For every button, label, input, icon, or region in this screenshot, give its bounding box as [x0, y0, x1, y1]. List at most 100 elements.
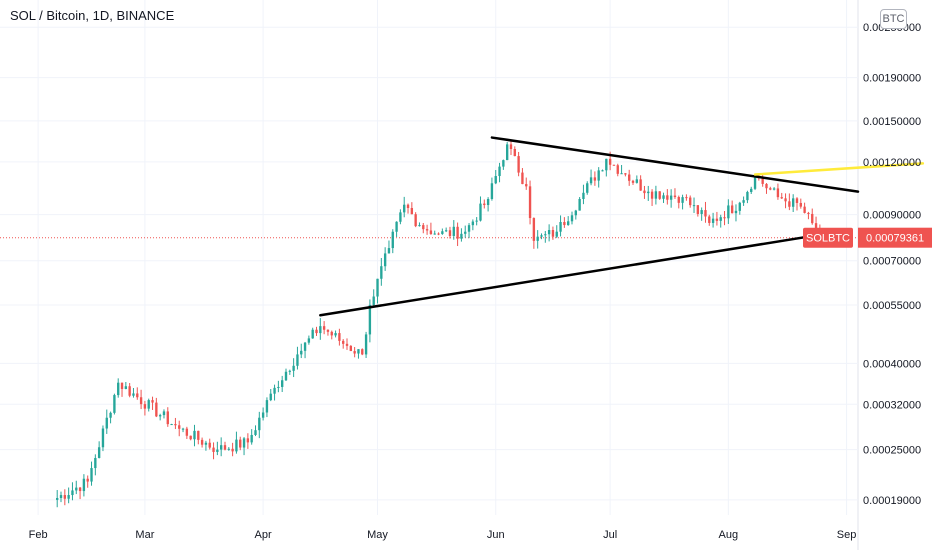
candle[interactable]	[673, 188, 677, 199]
candle[interactable]	[292, 358, 295, 378]
candle[interactable]	[723, 211, 726, 226]
candle[interactable]	[601, 169, 604, 172]
candle[interactable]	[101, 425, 105, 452]
candle[interactable]	[704, 201, 707, 223]
candle[interactable]	[139, 389, 143, 410]
candle[interactable]	[547, 224, 551, 242]
candle[interactable]	[120, 382, 124, 397]
candle[interactable]	[772, 187, 776, 191]
candle[interactable]	[162, 409, 166, 419]
candle[interactable]	[326, 329, 330, 336]
candles[interactable]	[56, 140, 825, 508]
candle[interactable]	[452, 220, 455, 240]
trendline-3[interactable]	[753, 162, 925, 176]
candle[interactable]	[570, 211, 574, 225]
candle[interactable]	[681, 194, 684, 210]
candle[interactable]	[650, 189, 654, 206]
candle[interactable]	[418, 222, 421, 227]
candle[interactable]	[281, 375, 284, 392]
candle[interactable]	[620, 164, 623, 175]
candle[interactable]	[364, 331, 368, 358]
candle[interactable]	[555, 225, 558, 239]
candle[interactable]	[494, 170, 497, 185]
candle[interactable]	[303, 341, 307, 359]
candle[interactable]	[441, 228, 444, 235]
candle[interactable]	[719, 214, 722, 228]
candle[interactable]	[464, 225, 467, 238]
candle[interactable]	[338, 328, 341, 346]
candle[interactable]	[730, 200, 734, 214]
candle[interactable]	[628, 169, 631, 186]
candle[interactable]	[567, 216, 570, 226]
candle[interactable]	[231, 442, 234, 457]
candle[interactable]	[502, 159, 505, 170]
candle[interactable]	[391, 229, 394, 254]
candle[interactable]	[490, 177, 494, 201]
candle[interactable]	[357, 349, 360, 359]
trendline-2[interactable]	[490, 136, 860, 193]
candle[interactable]	[109, 411, 112, 424]
candle[interactable]	[647, 185, 650, 201]
candle[interactable]	[795, 197, 799, 211]
candle[interactable]	[349, 345, 353, 352]
candle[interactable]	[692, 197, 696, 213]
candle[interactable]	[288, 369, 291, 375]
candle[interactable]	[528, 180, 532, 225]
currency-button[interactable]: BTC	[880, 9, 907, 29]
candle[interactable]	[433, 230, 436, 235]
candle[interactable]	[330, 330, 333, 340]
trendline-1[interactable]	[319, 230, 841, 317]
candle[interactable]	[410, 202, 414, 215]
candle[interactable]	[711, 212, 715, 228]
candle[interactable]	[700, 207, 703, 221]
candle[interactable]	[399, 209, 402, 225]
candle[interactable]	[635, 175, 639, 184]
candle[interactable]	[791, 194, 795, 212]
candle[interactable]	[273, 384, 276, 401]
candle[interactable]	[174, 417, 177, 430]
candle[interactable]	[200, 437, 204, 448]
candle[interactable]	[460, 228, 463, 242]
candle[interactable]	[250, 429, 253, 445]
candle[interactable]	[158, 413, 162, 421]
candle[interactable]	[685, 194, 688, 201]
candle[interactable]	[90, 461, 93, 486]
candle[interactable]	[227, 447, 230, 451]
candle[interactable]	[311, 327, 314, 339]
candle[interactable]	[395, 221, 398, 237]
candle[interactable]	[63, 489, 67, 506]
candle[interactable]	[307, 335, 311, 345]
candle[interactable]	[376, 278, 379, 304]
candle[interactable]	[715, 211, 719, 226]
candle[interactable]	[319, 318, 322, 340]
candle[interactable]	[189, 435, 192, 441]
candle[interactable]	[578, 197, 581, 211]
candle[interactable]	[193, 424, 196, 447]
candle[interactable]	[132, 388, 135, 398]
candle[interactable]	[75, 480, 78, 495]
candle[interactable]	[582, 184, 585, 205]
candle[interactable]	[521, 168, 524, 185]
candle[interactable]	[178, 420, 181, 437]
candle[interactable]	[612, 164, 616, 166]
candle[interactable]	[322, 321, 326, 335]
candle[interactable]	[197, 430, 200, 445]
candle[interactable]	[185, 426, 189, 439]
candle[interactable]	[727, 199, 730, 224]
candle[interactable]	[517, 151, 520, 177]
candle[interactable]	[624, 173, 627, 177]
candle[interactable]	[597, 167, 600, 188]
candle[interactable]	[300, 343, 303, 359]
candle[interactable]	[479, 196, 482, 222]
candle[interactable]	[746, 190, 749, 204]
candle[interactable]	[82, 474, 86, 497]
candle[interactable]	[422, 222, 425, 234]
candle[interactable]	[769, 186, 772, 191]
candle[interactable]	[429, 222, 433, 235]
candle[interactable]	[544, 231, 547, 243]
candle[interactable]	[334, 330, 337, 338]
candle[interactable]	[117, 378, 120, 398]
candle[interactable]	[639, 175, 642, 191]
candle[interactable]	[589, 169, 593, 186]
candle[interactable]	[277, 380, 280, 393]
